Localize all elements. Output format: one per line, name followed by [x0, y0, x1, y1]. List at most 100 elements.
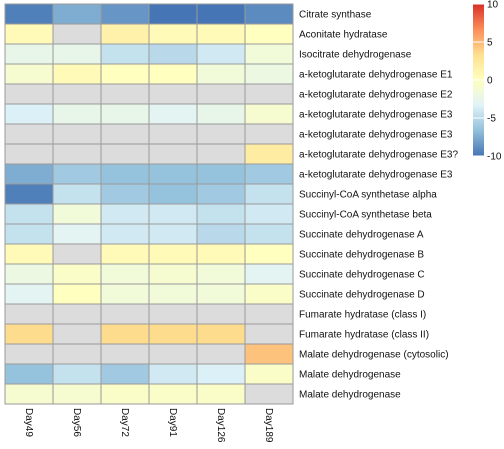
heatmap-cell [101, 204, 149, 224]
heatmap-cell [53, 164, 101, 184]
heatmap-cell [5, 24, 53, 44]
heatmap-cell [5, 164, 53, 184]
heatmap-cell [53, 124, 101, 144]
heatmap-cell [149, 324, 197, 344]
heatmap-cell [245, 104, 293, 124]
heatmap-cell [101, 184, 149, 204]
heatmap-cell [53, 144, 101, 164]
heatmap-cell [149, 344, 197, 364]
heatmap-cell [197, 44, 245, 64]
heatmap-cell [197, 324, 245, 344]
heatmap-cell [149, 104, 197, 124]
heatmap-cell [5, 4, 53, 24]
heatmap-cell [101, 304, 149, 324]
heatmap-cell [197, 364, 245, 384]
column-labels: Day49 Day56 Day72 Day91 Day126 Day189 [23, 408, 274, 443]
heatmap-cell [101, 24, 149, 44]
heatmap-cell [149, 144, 197, 164]
heatmap-cell [5, 384, 53, 404]
heatmap-cell [197, 164, 245, 184]
heatmap-cell [53, 244, 101, 264]
heatmap-cell [53, 384, 101, 404]
heatmap-cell [149, 244, 197, 264]
heatmap-cell [197, 304, 245, 324]
heatmap-cells [5, 4, 293, 404]
heatmap-cell [149, 284, 197, 304]
heatmap-cell [5, 104, 53, 124]
heatmap-cell [101, 384, 149, 404]
heatmap-cell [5, 284, 53, 304]
heatmap-cell [149, 264, 197, 284]
row-label: Malate dehydrogenase [299, 390, 401, 401]
heatmap-cell [53, 264, 101, 284]
heatmap-cell [245, 24, 293, 44]
heatmap-cell [245, 44, 293, 64]
heatmap-cell [53, 324, 101, 344]
heatmap-cell [245, 84, 293, 104]
heatmap-cell [53, 344, 101, 364]
heatmap-cell [197, 84, 245, 104]
heatmap-cell [149, 84, 197, 104]
legend-tick-label: 10 [487, 0, 499, 11]
row-label: a-ketoglutarate dehydrogenase E2 [299, 90, 453, 101]
heatmap-cell [149, 204, 197, 224]
row-label: Succinate dehydrogenase B [299, 250, 424, 261]
heatmap-cell [197, 104, 245, 124]
heatmap-cell [101, 224, 149, 244]
heatmap-cell [53, 104, 101, 124]
heatmap-cell [101, 64, 149, 84]
heatmap-cell [245, 64, 293, 84]
heatmap-cell [101, 84, 149, 104]
heatmap-cell [5, 224, 53, 244]
heatmap-cell [5, 364, 53, 384]
heatmap-cell [5, 184, 53, 204]
heatmap-cell [245, 344, 293, 364]
heatmap-cell [197, 4, 245, 24]
heatmap-cell [197, 284, 245, 304]
heatmap-cell [149, 4, 197, 24]
heatmap-cell [101, 164, 149, 184]
row-label: a-ketoglutarate dehydrogenase E3 [299, 170, 453, 181]
heatmap-cell [5, 264, 53, 284]
heatmap-cell [101, 44, 149, 64]
heatmap-cell [197, 184, 245, 204]
heatmap-cell [5, 44, 53, 64]
heatmap-cell [245, 364, 293, 384]
heatmap-cell [101, 124, 149, 144]
column-label: Day49 [23, 408, 34, 437]
heatmap-cell [149, 224, 197, 244]
heatmap-cell [53, 4, 101, 24]
legend-tick-label: 5 [487, 38, 493, 49]
heatmap-cell [197, 144, 245, 164]
heatmap-cell [245, 124, 293, 144]
heatmap-cell [149, 384, 197, 404]
legend-tick-label: -10 [487, 152, 502, 163]
heatmap-cell [5, 124, 53, 144]
color-legend: 10 5 0 -5 -10 [473, 0, 502, 163]
heatmap-cell [5, 204, 53, 224]
heatmap-cell [245, 204, 293, 224]
heatmap-cell [149, 64, 197, 84]
heatmap-cell [53, 224, 101, 244]
column-label: Day126 [215, 408, 226, 443]
heatmap-cell [197, 64, 245, 84]
heatmap-cell [245, 164, 293, 184]
heatmap-cell [53, 64, 101, 84]
legend-tick-label: 0 [487, 76, 493, 87]
heatmap-cell [53, 84, 101, 104]
heatmap-cell [245, 244, 293, 264]
heatmap-cell [245, 224, 293, 244]
heatmap-cell [101, 244, 149, 264]
heatmap-cell [197, 124, 245, 144]
heatmap-cell [197, 224, 245, 244]
heatmap-cell [149, 124, 197, 144]
row-label: a-ketoglutarate dehydrogenase E3? [299, 150, 458, 161]
row-label: Succinate dehydrogenase A [299, 230, 424, 241]
heatmap-cell [5, 324, 53, 344]
heatmap-cell [5, 64, 53, 84]
heatmap-cell [101, 144, 149, 164]
heatmap-cell [53, 24, 101, 44]
row-label: a-ketoglutarate dehydrogenase E1 [299, 70, 453, 81]
heatmap-cell [245, 264, 293, 284]
row-label: Succinyl-CoA synthetase alpha [299, 190, 437, 201]
